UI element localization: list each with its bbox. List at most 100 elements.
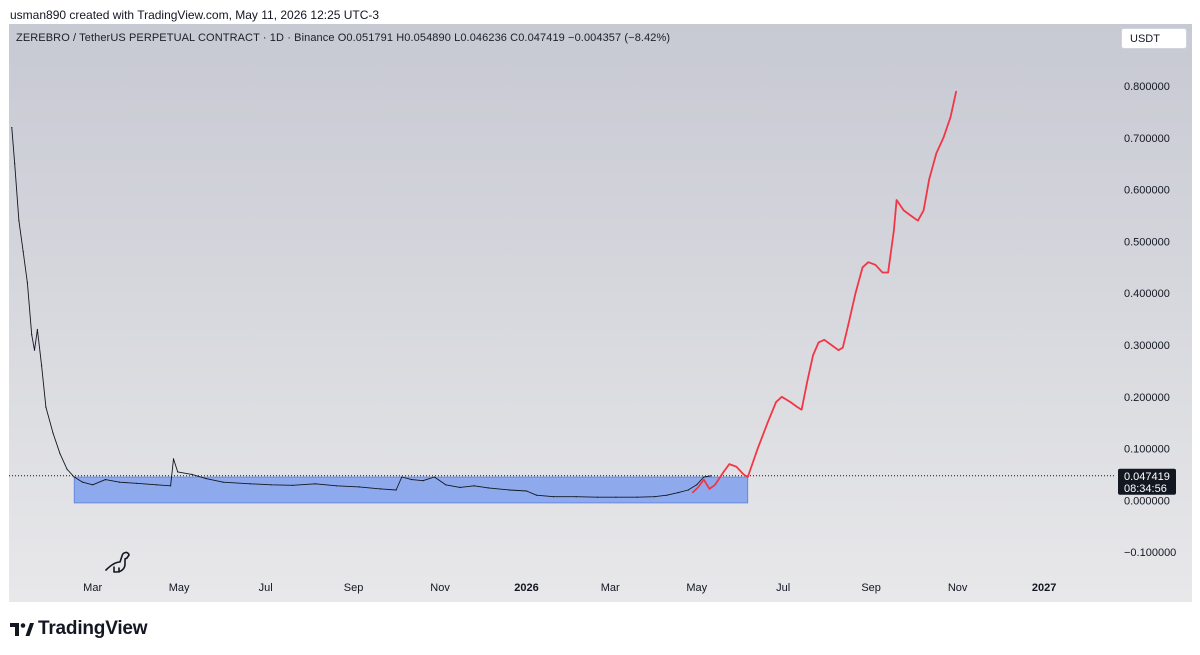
currency-selector-button[interactable]: USDT xyxy=(1121,28,1187,49)
price-point xyxy=(33,349,36,351)
projection-point xyxy=(942,137,945,139)
current-price-tag: 0.047419 08:34:56 xyxy=(1118,468,1176,495)
projection-line[interactable] xyxy=(691,91,958,494)
chart-credit: usman890 created with TradingView.com, M… xyxy=(10,8,380,22)
projection-point xyxy=(881,271,884,274)
x-tick-label: May xyxy=(686,582,707,594)
price-point xyxy=(177,471,179,473)
x-tick-label: Nov xyxy=(948,582,968,594)
price-point xyxy=(703,476,705,478)
price-point xyxy=(710,475,712,477)
y-tick-label: 0.600000 xyxy=(1124,185,1170,197)
price-point xyxy=(508,489,511,491)
projection-point xyxy=(742,473,745,475)
projection-point xyxy=(796,406,799,408)
price-point xyxy=(31,334,33,336)
projection-point xyxy=(708,488,711,490)
projection-point xyxy=(781,396,783,398)
brand-name: TradingView xyxy=(38,618,148,639)
current-price-label: 0.047419 xyxy=(1124,471,1170,483)
price-point xyxy=(170,485,172,487)
price-point xyxy=(18,220,20,222)
price-point xyxy=(535,494,538,496)
price-point xyxy=(172,458,175,460)
price-point xyxy=(653,496,655,498)
price-point xyxy=(358,486,360,488)
projection-point xyxy=(910,215,912,217)
x-tick-label: Mar xyxy=(601,582,620,594)
y-tick-label: 0.300000 xyxy=(1124,340,1170,352)
price-point xyxy=(52,432,54,434)
price-point xyxy=(45,406,47,408)
x-tick-label: Jul xyxy=(776,582,790,594)
price-point xyxy=(11,127,13,129)
price-point xyxy=(73,476,75,478)
projection-point xyxy=(935,152,937,154)
x-tick-label: Sep xyxy=(344,582,364,594)
x-tick-label: Nov xyxy=(430,582,450,594)
projection-point xyxy=(928,178,930,180)
price-point xyxy=(379,488,382,490)
x-tick-label: May xyxy=(169,582,190,594)
projection-point xyxy=(747,476,749,478)
drawing-dino-icon[interactable] xyxy=(105,551,130,573)
price-history-line[interactable] xyxy=(11,127,711,498)
projection-point xyxy=(812,354,814,356)
price-point xyxy=(615,496,617,498)
price-point xyxy=(487,487,489,489)
projection-point xyxy=(801,409,803,411)
projection-point xyxy=(903,209,905,211)
y-tick-label: 0.400000 xyxy=(1124,288,1170,300)
projection-point xyxy=(818,341,820,343)
price-point xyxy=(473,485,475,487)
projection-point xyxy=(837,349,840,351)
price-point xyxy=(82,481,84,483)
price-point xyxy=(666,494,668,496)
price-point xyxy=(22,251,24,253)
projection-point xyxy=(854,292,857,294)
price-point xyxy=(104,479,106,481)
price-point xyxy=(422,480,424,482)
projection-point xyxy=(887,271,889,274)
projection-point xyxy=(767,422,769,424)
price-point xyxy=(401,476,403,478)
price-point xyxy=(26,282,28,284)
price-point xyxy=(687,489,689,491)
price-point xyxy=(314,483,316,485)
projection-point xyxy=(874,264,877,266)
x-tick-label: 2026 xyxy=(514,582,538,594)
price-point xyxy=(445,484,447,486)
projection-point xyxy=(691,492,694,494)
price-point xyxy=(552,496,555,498)
tradingview-brand: TradingView xyxy=(10,617,148,641)
projection-point xyxy=(867,261,869,263)
projection-point xyxy=(806,380,808,382)
price-point xyxy=(205,478,207,480)
x-tick-label: 2027 xyxy=(1032,582,1056,594)
price-point xyxy=(59,453,61,455)
y-tick-label: 0.500000 xyxy=(1124,236,1170,248)
price-point xyxy=(459,486,461,488)
price-point xyxy=(14,163,16,165)
projection-point xyxy=(862,266,864,268)
price-point xyxy=(696,484,698,486)
price-point xyxy=(411,479,413,481)
price-point xyxy=(222,481,224,483)
projection-point xyxy=(830,344,833,346)
bar-countdown-label: 08:34:56 xyxy=(1124,483,1167,495)
projection-point xyxy=(893,230,895,232)
price-point xyxy=(677,492,679,494)
projection-point xyxy=(847,323,850,325)
projection-point xyxy=(697,486,699,488)
y-tick-label: 0.200000 xyxy=(1124,392,1170,404)
y-tick-label: 0.800000 xyxy=(1124,81,1170,93)
chart-canvas[interactable] xyxy=(9,24,1192,602)
price-point xyxy=(636,496,638,498)
projection-point xyxy=(735,466,738,468)
accumulation-zone-rect[interactable] xyxy=(73,476,749,504)
price-point xyxy=(41,365,43,367)
projection-point xyxy=(757,448,759,450)
price-point xyxy=(433,476,435,478)
projection-point xyxy=(723,471,725,473)
